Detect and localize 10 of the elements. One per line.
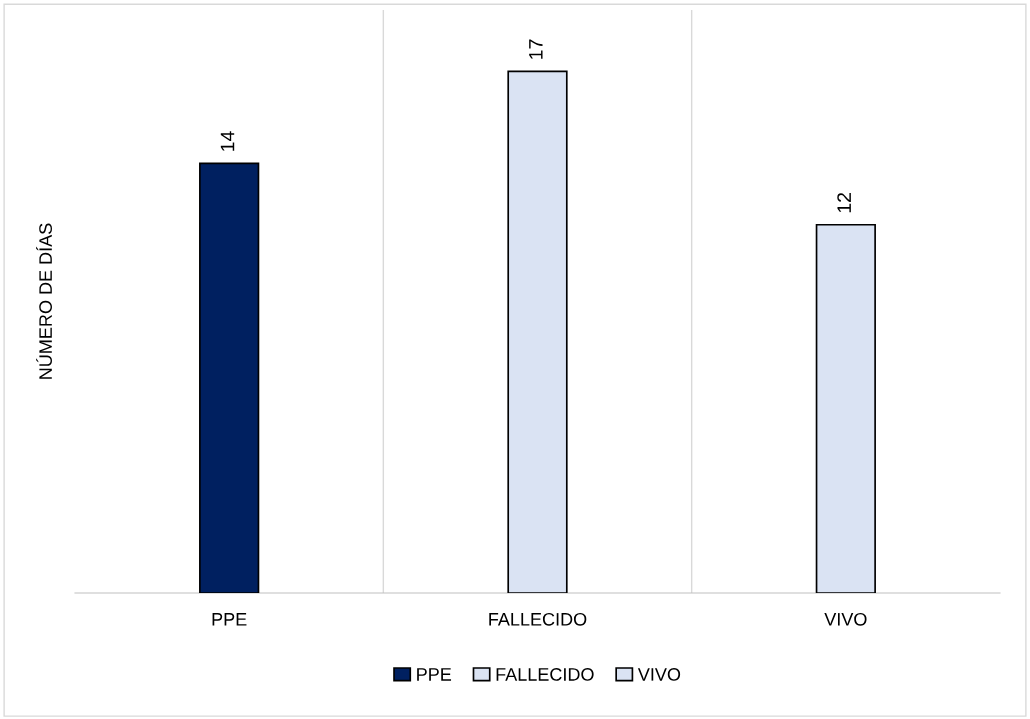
y-axis-title: NÚMERO DE DÍAS <box>36 223 52 379</box>
x-tick-label: PPE <box>212 613 247 626</box>
data-label: 12 <box>837 193 851 213</box>
data-label: 17 <box>529 39 543 59</box>
legend-label: FALLECIDO <box>496 668 594 681</box>
data-label: 14 <box>220 131 235 151</box>
x-tick-label: VIVO <box>824 612 867 626</box>
legend-label: VIVO <box>637 668 681 681</box>
legend-label: PPE <box>417 668 452 681</box>
x-tick-label: FALLECIDO <box>489 612 587 626</box>
